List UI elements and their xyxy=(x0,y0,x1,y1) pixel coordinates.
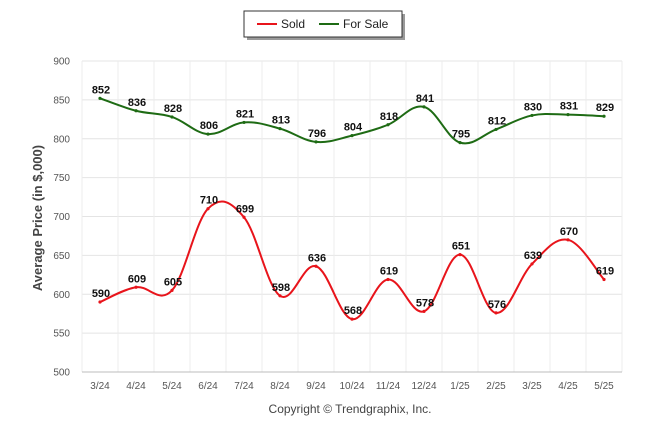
data-label-sold: 636 xyxy=(308,252,326,264)
data-point-sold xyxy=(530,262,534,266)
data-label-layer: 590 609 605 710 699 598 636 568 619 578 651 576 639 6… xyxy=(92,84,614,317)
y-tick-label: 750 xyxy=(53,173,70,184)
data-point-sold xyxy=(386,277,390,282)
data-label-sold: 670 xyxy=(560,226,578,238)
series-layer xyxy=(98,96,606,321)
data-point-for-sale xyxy=(278,127,282,131)
data-point-for-sale xyxy=(386,123,390,127)
x-tick-label: 10/24 xyxy=(339,381,364,392)
data-label-for-sale: 828 xyxy=(164,103,182,115)
y-tick-label: 650 xyxy=(53,251,70,262)
data-label-sold: 605 xyxy=(164,276,182,288)
x-tick-label: 7/24 xyxy=(234,381,254,392)
data-point-sold xyxy=(494,311,498,315)
data-point-for-sale xyxy=(602,114,606,118)
data-point-for-sale xyxy=(566,113,570,117)
data-label-for-sale: 795 xyxy=(452,129,470,141)
data-label-for-sale: 813 xyxy=(272,115,290,127)
x-tick-label: 3/24 xyxy=(90,381,110,392)
y-tick-label: 600 xyxy=(53,290,70,301)
data-point-for-sale xyxy=(206,132,210,136)
data-point-for-sale xyxy=(314,140,318,144)
legend-label-for-sale: For Sale xyxy=(343,17,389,31)
y-tick-label: 700 xyxy=(53,212,70,223)
data-label-for-sale: 830 xyxy=(524,101,542,113)
axis-layer: 500 550 600 650 700 750 800 850 900 3/24 4/24 5/24 6… xyxy=(53,57,622,392)
data-point-sold xyxy=(422,309,426,313)
data-label-for-sale: 812 xyxy=(488,115,506,127)
x-tick-label: 3/25 xyxy=(522,381,542,392)
data-point-for-sale xyxy=(458,141,462,145)
data-label-sold: 576 xyxy=(488,299,506,311)
data-point-for-sale xyxy=(422,105,426,109)
y-tick-label: 850 xyxy=(53,95,70,106)
data-point-sold xyxy=(242,215,246,219)
y-tick-label: 500 xyxy=(53,368,70,379)
data-point-for-sale xyxy=(134,109,138,113)
data-point-sold xyxy=(206,207,210,211)
legend-label-sold: Sold xyxy=(281,17,305,31)
data-label-sold: 590 xyxy=(92,288,110,300)
x-tick-label: 5/25 xyxy=(594,381,614,392)
legend: Sold For Sale xyxy=(243,10,405,40)
x-tick-label: 8/24 xyxy=(270,381,290,392)
x-tick-label: 9/24 xyxy=(306,381,326,392)
data-label-for-sale: 836 xyxy=(128,97,146,109)
data-label-for-sale: 852 xyxy=(92,84,110,96)
data-point-sold xyxy=(602,277,606,282)
data-label-for-sale: 831 xyxy=(560,101,578,113)
data-point-sold xyxy=(98,300,102,304)
data-label-sold: 568 xyxy=(344,305,362,317)
data-label-sold: 609 xyxy=(128,273,146,285)
data-point-for-sale xyxy=(170,115,174,119)
data-label-sold: 651 xyxy=(452,241,470,253)
data-point-for-sale xyxy=(242,120,246,125)
data-label-for-sale: 829 xyxy=(596,102,614,114)
y-tick-label: 900 xyxy=(53,57,70,68)
data-point-sold xyxy=(278,294,282,298)
data-point-sold xyxy=(314,264,318,268)
data-label-for-sale: 796 xyxy=(308,128,326,140)
data-label-sold: 598 xyxy=(272,282,290,294)
x-tick-label: 2/25 xyxy=(486,381,506,392)
x-tick-label: 4/25 xyxy=(558,381,578,392)
data-point-sold xyxy=(134,285,138,289)
x-tick-label: 1/25 xyxy=(450,381,470,392)
data-point-sold xyxy=(170,288,174,292)
copyright-text: Copyright © Trendgraphix, Inc. xyxy=(269,402,432,416)
data-point-sold xyxy=(566,238,570,242)
data-point-sold xyxy=(350,317,354,321)
data-label-for-sale: 841 xyxy=(416,93,434,105)
data-label-sold: 578 xyxy=(416,297,434,309)
data-label-sold: 710 xyxy=(200,195,218,207)
x-tick-label: 6/24 xyxy=(198,381,218,392)
data-label-sold: 639 xyxy=(524,250,542,262)
data-point-for-sale xyxy=(350,134,354,138)
y-axis-title: Average Price (in $,000) xyxy=(30,145,45,291)
x-tick-label: 11/24 xyxy=(376,381,401,392)
data-label-sold: 699 xyxy=(236,203,254,215)
y-tick-label: 550 xyxy=(53,329,70,340)
data-point-for-sale xyxy=(494,127,498,132)
data-point-for-sale xyxy=(530,113,534,118)
data-label-sold: 619 xyxy=(596,265,614,277)
data-point-for-sale xyxy=(98,96,102,100)
data-label-for-sale: 804 xyxy=(344,122,363,134)
x-tick-label: 5/24 xyxy=(162,381,182,392)
x-tick-label: 12/24 xyxy=(411,381,436,392)
data-label-for-sale: 818 xyxy=(380,111,398,123)
data-label-for-sale: 806 xyxy=(200,120,218,132)
data-label-sold: 619 xyxy=(380,265,398,277)
y-tick-label: 800 xyxy=(53,134,70,145)
data-label-for-sale: 821 xyxy=(236,108,254,120)
x-tick-label: 4/24 xyxy=(126,381,146,392)
data-point-sold xyxy=(458,252,462,257)
